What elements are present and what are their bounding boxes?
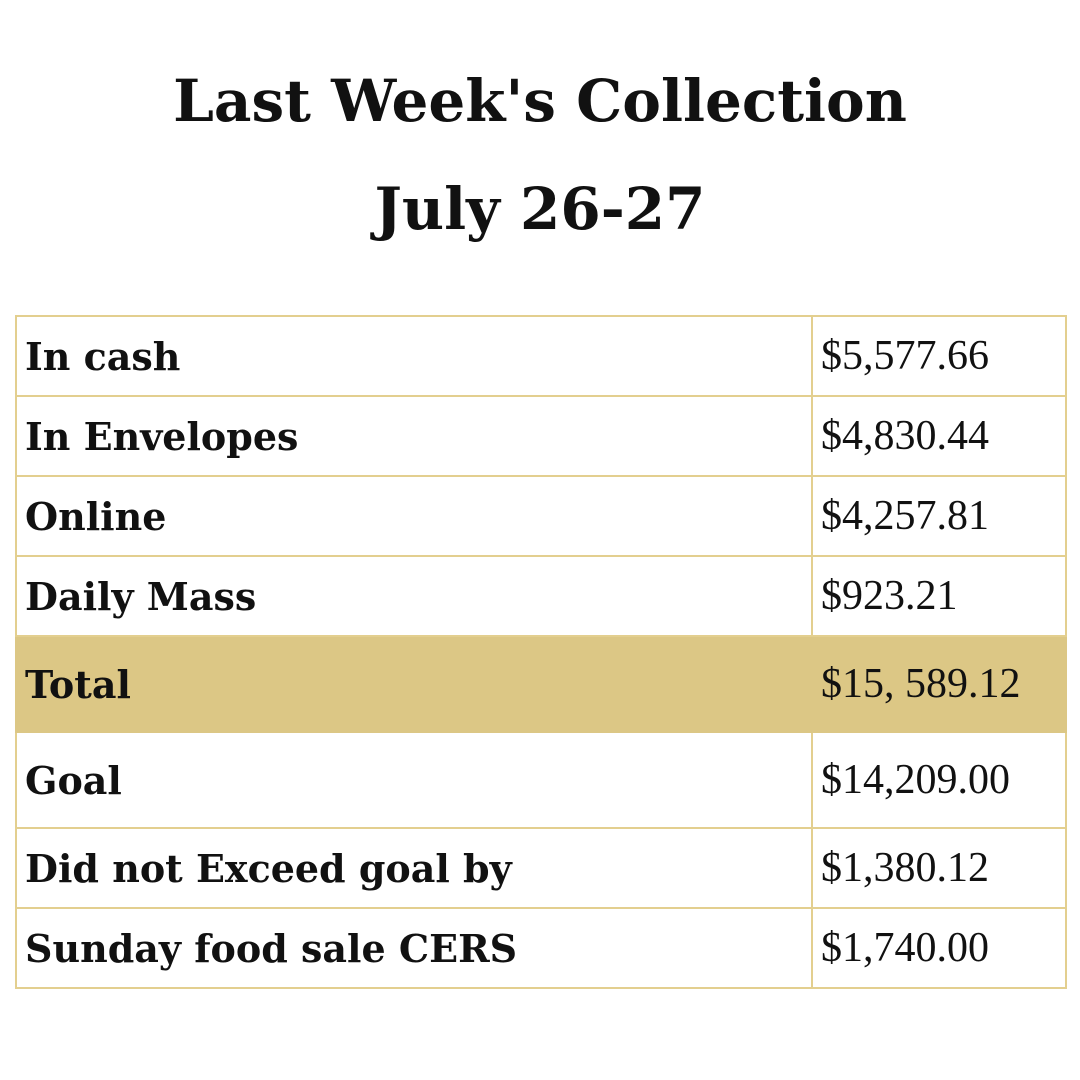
row-amount: $14,209.00 (811, 731, 1067, 829)
row-amount: $1,380.12 (811, 827, 1067, 909)
row-label: In cash (15, 315, 813, 397)
page-title: Last Week's Collection (173, 67, 907, 135)
row-label: Sunday food sale CERS (15, 907, 813, 989)
row-amount: $5,577.66 (811, 315, 1067, 397)
date-range-subtitle: July 26-27 (374, 175, 706, 243)
total-label: Total (15, 635, 813, 733)
row-amount: $1,740.00 (811, 907, 1067, 989)
table-row-daily-mass: Daily Mass $923.21 (15, 555, 1067, 637)
row-amount: $4,830.44 (811, 395, 1067, 477)
row-amount: $4,257.81 (811, 475, 1067, 557)
row-label: Daily Mass (15, 555, 813, 637)
table-row-in-cash: In cash $5,577.66 (15, 315, 1067, 397)
collection-table-container: In cash $5,577.66 In Envelopes $4,830.44… (15, 315, 1067, 989)
table-row-goal: Goal $14,209.00 (15, 731, 1067, 829)
row-label: Online (15, 475, 813, 557)
table-row-exceed-goal: Did not Exceed goal by $1,380.12 (15, 827, 1067, 909)
table-row-total: Total $15, 589.12 (15, 635, 1067, 733)
row-label: Goal (15, 731, 813, 829)
row-amount: $923.21 (811, 555, 1067, 637)
row-label: Did not Exceed goal by (15, 827, 813, 909)
table-row-in-envelopes: In Envelopes $4,830.44 (15, 395, 1067, 477)
table-row-online: Online $4,257.81 (15, 475, 1067, 557)
collection-table: In cash $5,577.66 In Envelopes $4,830.44… (15, 315, 1067, 989)
total-amount: $15, 589.12 (811, 635, 1067, 733)
table-row-food-sale: Sunday food sale CERS $1,740.00 (15, 907, 1067, 989)
row-label: In Envelopes (15, 395, 813, 477)
